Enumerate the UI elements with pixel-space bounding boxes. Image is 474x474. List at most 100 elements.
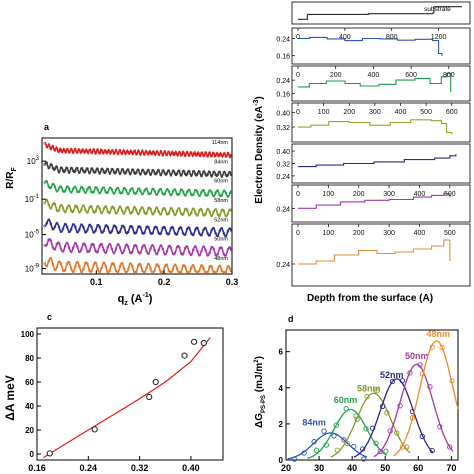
panel-a-data-point: [80, 167, 83, 170]
panel-a-data-point: [53, 202, 57, 206]
panel-a-data-point: [100, 188, 103, 191]
panel-a-data-point: [220, 246, 224, 250]
panel-a-data-point: [59, 262, 63, 266]
panel-b-subplot-frame: [291, 184, 471, 223]
panel-b-x-tick-label: 200: [353, 191, 365, 198]
panel-b-x-tick-label: 300: [383, 191, 395, 198]
panel-a-data-point: [59, 185, 63, 188]
panel-a-data-point: [88, 223, 91, 227]
panel-a-data-point: [51, 144, 55, 148]
panel-a-data-point: [143, 270, 146, 274]
panel-a-data-point: [161, 169, 165, 172]
panel-a-data-point: [84, 244, 87, 247]
panel-a-data-point: [177, 192, 181, 196]
panel-a-data-point: [61, 227, 65, 231]
panel-a-data-point: [181, 169, 185, 173]
panel-a-data-point: [126, 168, 130, 171]
panel-a-data-point: [128, 150, 132, 154]
panel-a-data-point: [100, 266, 103, 270]
panel-a-data-point: [155, 252, 158, 256]
panel-d-data-point: [379, 403, 386, 410]
panel-a-data-point: [106, 191, 110, 194]
panel-a-data-point: [98, 270, 101, 274]
panel-a-data-point: [108, 211, 112, 214]
panel-a-data-point: [74, 241, 77, 245]
panel-a-data-point: [126, 267, 130, 271]
panel-a-data-point: [226, 195, 230, 198]
panel-a-data-point: [78, 148, 81, 151]
panel-d-x-tick-label: 40: [347, 463, 357, 473]
panel-a-data-point: [55, 147, 59, 150]
panel-b-y-tick-label: 0.16: [276, 92, 290, 99]
panel-a-data-point: [196, 190, 199, 194]
panel-a-data-point: [124, 243, 128, 247]
panel-a-data-point: [208, 170, 211, 174]
panel-a-data-point: [196, 172, 199, 176]
panel-d-data-point: [323, 442, 330, 448]
panel-a-data-point: [228, 227, 232, 230]
panel-a-data-point: [179, 212, 183, 215]
panel-a-data-point: [190, 266, 193, 270]
panel-a-x-tick-label: 0.2: [158, 277, 171, 287]
panel-d-fit-curve: [287, 432, 368, 460]
panel-b-density-profile: [298, 239, 451, 265]
panel-a-data-point: [47, 218, 51, 221]
panel-a-data-point: [122, 225, 126, 229]
panel-a-data-point: [110, 247, 114, 251]
panel-c-delta-a-chart: c 0.16 0.24 0.32 0.40 0 20 40 60 80 100 ΔA meV: [3, 312, 224, 473]
panel-a-data-point: [141, 168, 144, 172]
panel-d-data-point: [331, 433, 337, 439]
panel-a-data-point: [137, 149, 140, 152]
panel-a-y-axis-label: R/RF: [5, 167, 18, 189]
panel-a-data-point: [43, 181, 47, 184]
panel-b-x-tick-label: 400: [395, 109, 407, 116]
panel-a-data-point: [63, 222, 67, 226]
panel-label-a: a: [44, 122, 50, 132]
panel-a-data-point: [126, 230, 130, 234]
panel-a-data-point: [98, 207, 101, 211]
panel-d-series-label: 52nm: [380, 370, 404, 380]
panel-a-data-point: [102, 186, 106, 189]
panel-a-data-point: [204, 226, 207, 230]
panel-a-data-point: [204, 248, 207, 252]
panel-a-data-point: [181, 252, 185, 256]
panel-d-x-tick-label: 60: [413, 463, 423, 473]
panel-a-data-point: [78, 171, 81, 175]
panel-a-data-point: [175, 209, 179, 213]
panel-d-data-point: [333, 422, 339, 428]
panel-a-data-point: [55, 221, 59, 225]
panel-a-data-point: [226, 212, 230, 215]
panel-a-data-point: [202, 245, 205, 248]
panel-a-series-curve: [43, 257, 232, 273]
panel-a-data-point: [141, 245, 144, 249]
panel-a-data-point: [61, 250, 65, 253]
panel-b-y-tick-label: 0.24: [276, 78, 290, 85]
panel-a-data-point: [98, 225, 101, 229]
panel-a-data-point: [139, 226, 142, 229]
panel-a-data-point: [71, 223, 75, 226]
panel-a-data-point: [192, 193, 195, 196]
panel-a-data-point: [220, 194, 224, 197]
panel-d-data-point: [397, 403, 403, 409]
panel-a-data-point: [43, 163, 47, 166]
panel-a-data-point: [151, 187, 154, 191]
panel-a-data-point: [94, 229, 97, 232]
panel-a-data-point: [188, 270, 191, 274]
panel-a-data-point: [131, 168, 134, 171]
panel-a-data-point: [55, 242, 59, 246]
panel-a-data-point: [206, 232, 209, 235]
panel-a-data-point: [220, 154, 224, 157]
panel-c-y-axis-label: ΔA meV: [3, 375, 17, 421]
panel-a-data-point: [74, 185, 77, 189]
panel-a-data-point: [222, 253, 226, 256]
panel-a-data-point: [163, 226, 167, 229]
panel-a-data-point: [200, 263, 203, 267]
panel-a-data-point: [94, 152, 97, 155]
panel-a-data-point: [218, 214, 222, 217]
panel-a-data-point: [194, 269, 197, 273]
panel-a-data-point: [183, 154, 187, 158]
panel-a-data-point: [210, 154, 213, 158]
panel-a-plot-frame: [41, 137, 233, 275]
panel-a-data-point: [145, 187, 148, 190]
panel-c-y-tick-label: 0: [30, 450, 35, 459]
